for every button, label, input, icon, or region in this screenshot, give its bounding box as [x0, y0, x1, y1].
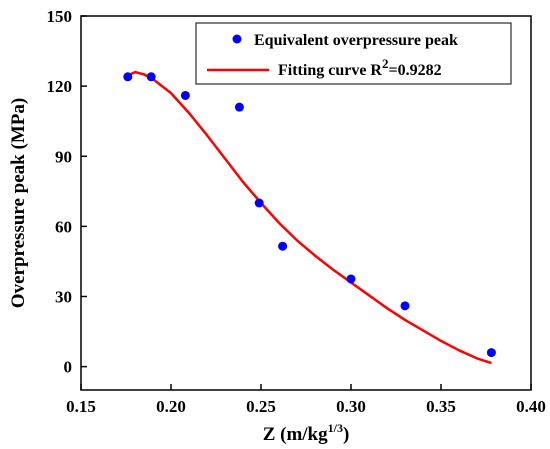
data-point [180, 90, 190, 100]
fitting-curve-line [127, 70, 492, 365]
series-layer [123, 70, 496, 365]
data-point [400, 301, 410, 311]
y-axis-title: Overpressure peak (MPa) [8, 98, 29, 308]
x-axis: 0.15 0.20 0.25 0.30 0.35 0.40 [66, 384, 546, 416]
y-tick-label: 90 [55, 147, 72, 166]
x-tick-label: 0.25 [246, 397, 276, 416]
plot-area [80, 15, 532, 391]
legend-box [195, 22, 512, 85]
legend-label-scatter: Equivalent overpressure peak [254, 32, 458, 49]
y-tick-label: 30 [55, 288, 72, 307]
y-tick-label: 0 [64, 358, 73, 377]
legend: Equivalent overpressure peak Fitting cur… [195, 22, 512, 85]
x-tick-label: 0.20 [156, 397, 186, 416]
data-point [346, 274, 356, 284]
data-point [123, 72, 133, 82]
y-tick-label: 60 [55, 217, 72, 236]
y-tick-label: 120 [47, 77, 73, 96]
x-tick-label: 0.15 [66, 397, 96, 416]
x-tick-label: 0.30 [336, 397, 366, 416]
y-axis: 0 30 60 90 120 150 [47, 7, 87, 377]
legend-marker-scatter [232, 34, 242, 44]
data-point [234, 102, 244, 112]
legend-label-line: Fitting curve R2=0.9282 [278, 56, 442, 79]
data-point [486, 348, 496, 358]
data-point [146, 72, 156, 82]
data-point [254, 198, 264, 208]
x-axis-title: Z (m/kg1/3) [263, 421, 350, 445]
data-point [278, 241, 288, 251]
x-tick-label: 0.35 [426, 397, 456, 416]
plot-frame [80, 15, 532, 391]
y-tick-label: 150 [47, 7, 73, 26]
x-tick-label: 0.40 [516, 397, 546, 416]
